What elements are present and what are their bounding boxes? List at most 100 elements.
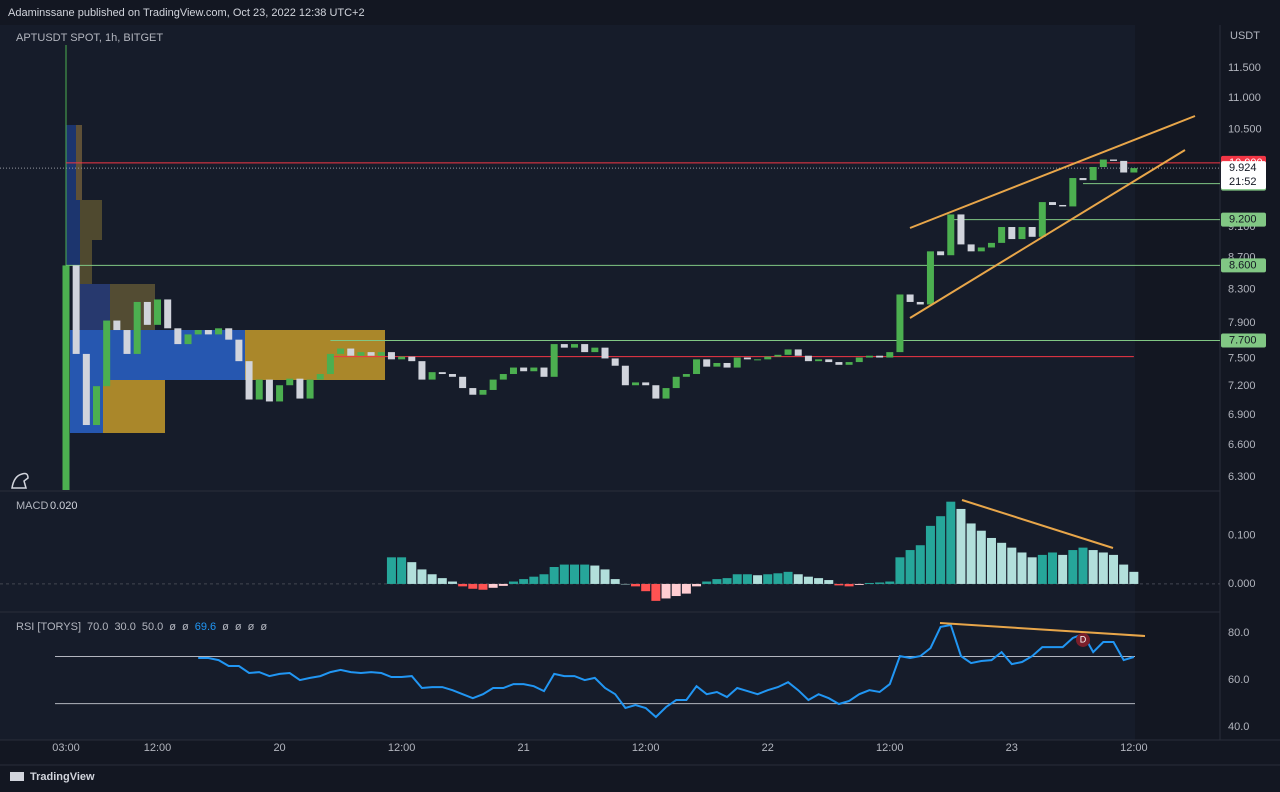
macd-bar xyxy=(671,583,681,597)
signal-marker xyxy=(1076,632,1090,647)
macd-bar xyxy=(549,567,559,584)
candle xyxy=(235,339,243,362)
countdown: 21:52 xyxy=(1229,176,1257,188)
candle xyxy=(1018,227,1026,240)
y-tick-label: 11.500 xyxy=(1228,62,1261,74)
candle xyxy=(845,362,853,365)
brand: TradingView xyxy=(30,771,95,783)
price-tag xyxy=(1221,212,1266,227)
x-tick-label: 12:00 xyxy=(388,742,416,754)
macd-bar xyxy=(946,501,956,584)
candle xyxy=(479,389,487,395)
macd-bar xyxy=(1129,571,1139,584)
macd-bar xyxy=(742,574,752,584)
candle xyxy=(438,372,446,375)
candle xyxy=(204,330,212,335)
y-tick-label: 7.900 xyxy=(1228,317,1256,329)
divergence-line xyxy=(939,622,1146,637)
candle xyxy=(509,367,517,375)
macd-bar xyxy=(437,578,447,584)
candle xyxy=(174,328,182,345)
price-tag-label: 7.700 xyxy=(1229,334,1257,346)
rsi-legend-item: ø xyxy=(235,621,242,633)
macd-bar xyxy=(661,583,671,599)
macd-bar xyxy=(905,550,915,584)
candle xyxy=(225,328,233,340)
macd-bar xyxy=(1007,547,1017,584)
candle xyxy=(418,361,426,380)
y-tick-label: 80.0 xyxy=(1228,627,1249,639)
candle xyxy=(103,320,111,387)
macd-bar xyxy=(956,508,966,584)
candle xyxy=(459,376,467,389)
candle xyxy=(337,348,345,354)
macd-bar xyxy=(397,557,407,584)
macd-bar xyxy=(793,574,803,584)
candle xyxy=(682,374,690,377)
macd-bar xyxy=(610,579,620,584)
macd-bar xyxy=(427,574,437,584)
candle xyxy=(540,367,548,377)
candle xyxy=(642,382,650,386)
x-tick-label: 20 xyxy=(273,742,285,754)
candle xyxy=(1099,159,1107,168)
macd-bar xyxy=(478,583,488,590)
candle xyxy=(693,359,701,375)
candle xyxy=(794,349,802,356)
macd-bar xyxy=(447,581,457,584)
macd-bar xyxy=(590,565,600,584)
candle xyxy=(977,247,985,252)
profile-box xyxy=(103,380,165,433)
candle xyxy=(1120,160,1128,173)
candle xyxy=(764,356,772,360)
macd-bar xyxy=(885,581,895,584)
candle xyxy=(245,361,253,400)
rsi-legend-item: 70.0 xyxy=(87,621,108,633)
macd-bar xyxy=(386,557,396,584)
rsi-legend-item: ø xyxy=(260,621,267,633)
y-tick-label: 7.200 xyxy=(1228,380,1256,392)
candle xyxy=(154,299,162,325)
volume-profile xyxy=(66,125,385,433)
candle xyxy=(448,374,456,377)
candle xyxy=(804,355,812,362)
macd-bar xyxy=(600,569,610,584)
candle xyxy=(876,355,884,358)
candle xyxy=(713,362,721,367)
macd-bar xyxy=(631,583,641,587)
logo-mark xyxy=(10,772,24,781)
y-tick-label: 6.600 xyxy=(1228,439,1256,451)
candle xyxy=(1048,202,1056,205)
x-tick-label: 12:00 xyxy=(1120,742,1148,754)
candle xyxy=(520,367,528,372)
rsi-legend-item: 50.0 xyxy=(142,621,163,633)
macd-bar xyxy=(997,542,1007,584)
x-tick-label: 12:00 xyxy=(144,742,172,754)
tv-logo xyxy=(10,772,24,781)
macd-value: 0.020 xyxy=(50,500,78,512)
candle xyxy=(1028,227,1036,237)
candle xyxy=(1079,178,1087,181)
candle xyxy=(835,362,843,365)
price-tag xyxy=(1221,333,1266,348)
macd-bar xyxy=(498,583,508,586)
macd-bar xyxy=(1037,554,1047,584)
candle xyxy=(1069,178,1077,207)
x-tick-label: 21 xyxy=(518,742,530,754)
candle xyxy=(784,349,792,355)
candle xyxy=(306,379,314,399)
macd-bar xyxy=(702,581,712,584)
candle xyxy=(164,299,172,329)
macd-bar xyxy=(559,564,569,584)
macd-bar xyxy=(519,579,529,584)
macd-bar xyxy=(844,583,854,587)
y-tick-label: 11.000 xyxy=(1228,92,1261,104)
macd-bar xyxy=(803,576,813,584)
macd-bar xyxy=(488,583,498,588)
candle xyxy=(723,362,731,368)
macd-bar xyxy=(1047,552,1057,584)
candle xyxy=(815,359,823,362)
macd-bar xyxy=(1078,547,1088,584)
candle xyxy=(733,357,741,368)
